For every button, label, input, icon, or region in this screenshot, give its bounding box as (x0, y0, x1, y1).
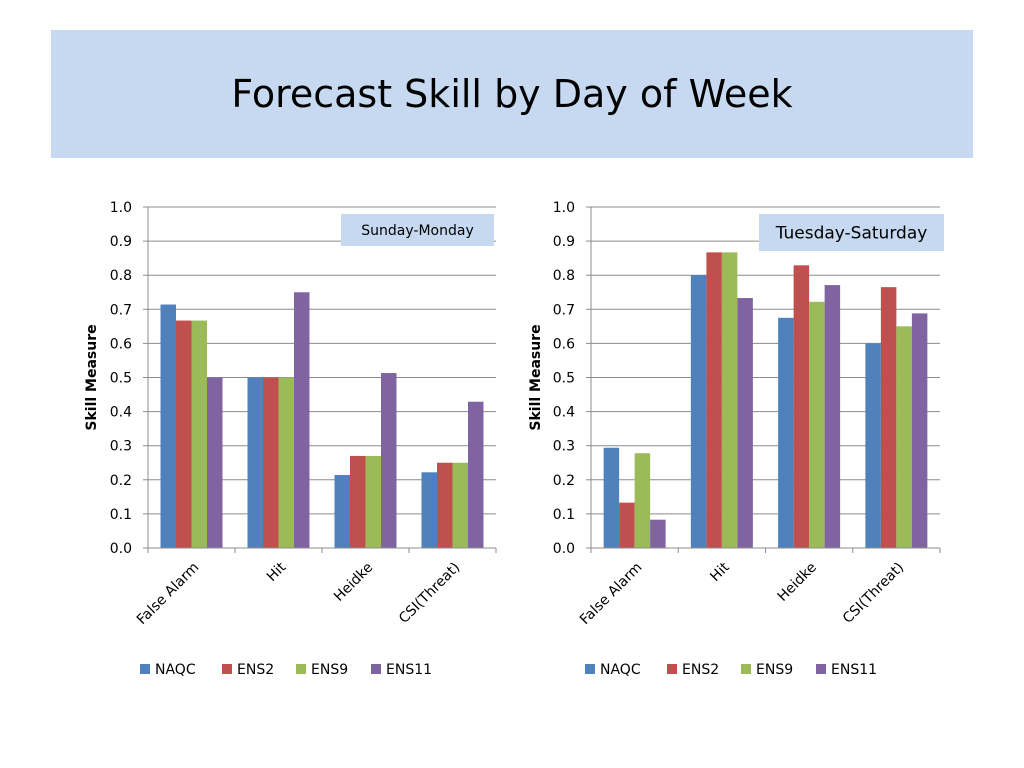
y-tick-label: 0.8 (553, 268, 575, 284)
period-label: Sunday-Monday (361, 223, 473, 239)
bar (809, 301, 825, 548)
bar (334, 475, 350, 548)
bar (247, 377, 263, 548)
y-tick-label: 0.3 (553, 439, 575, 455)
legend-label: ENS11 (831, 662, 877, 678)
bar (263, 377, 279, 548)
bar (381, 373, 397, 548)
y-tick-label: 0.5 (553, 371, 575, 387)
y-tick-label: 0.4 (553, 405, 575, 421)
bar (603, 447, 620, 548)
bar (191, 320, 207, 548)
bar (160, 304, 176, 548)
legend-swatch (222, 664, 232, 674)
y-tick-label: 0.2 (553, 473, 575, 489)
slide-title: Forecast Skill by Day of Week (231, 72, 793, 116)
legend-label: NAQC (600, 662, 641, 678)
bar (911, 313, 928, 548)
bar (437, 462, 453, 548)
y-tick-label: 0.6 (110, 336, 132, 352)
bar (793, 265, 810, 548)
legend-swatch (741, 664, 751, 674)
y-tick-label: 1.0 (110, 200, 132, 216)
y-tick-label: 1.0 (553, 200, 575, 216)
y-axis-label: Skill Measure (528, 324, 544, 430)
bar (207, 377, 223, 548)
bar (865, 343, 881, 548)
period-label-box (341, 214, 494, 246)
x-tick-label: Heidke (775, 560, 820, 605)
y-axis-label: Skill Measure (84, 324, 100, 430)
x-tick-label: False Alarm (577, 560, 645, 628)
legend-label: NAQC (155, 662, 196, 678)
legend-swatch (585, 664, 595, 674)
legend-swatch (667, 664, 677, 674)
bar (468, 401, 484, 548)
bar (896, 326, 912, 548)
period-label: Tuesday-Saturday (775, 224, 928, 244)
bar (880, 287, 897, 548)
legend-swatch (296, 664, 306, 674)
bar (721, 252, 738, 548)
legend-label: ENS2 (237, 662, 274, 678)
y-tick-label: 0.2 (110, 473, 132, 489)
title-band: Forecast Skill by Day of Week (51, 30, 973, 158)
y-tick-label: 0.1 (553, 507, 575, 523)
y-tick-label: 0.5 (110, 371, 132, 387)
y-tick-label: 0.7 (553, 302, 575, 318)
bar (365, 455, 381, 548)
bar (421, 472, 437, 548)
y-tick-label: 0.7 (110, 302, 132, 318)
bar (778, 317, 794, 548)
y-tick-label: 0.4 (110, 405, 132, 421)
y-tick-label: 0.3 (110, 439, 132, 455)
y-tick-label: 0.1 (110, 507, 132, 523)
y-tick-label: 0.9 (553, 234, 575, 250)
y-tick-label: 0.0 (110, 541, 132, 557)
legend-swatch (371, 664, 381, 674)
bar (294, 292, 310, 548)
bar (634, 453, 651, 548)
bar (452, 462, 468, 548)
bar (706, 252, 722, 548)
y-tick-label: 0.6 (553, 336, 575, 352)
legend-label: ENS9 (756, 662, 793, 678)
y-tick-label: 0.8 (110, 268, 132, 284)
bar (176, 320, 192, 548)
bar (650, 519, 666, 548)
bar (737, 298, 753, 548)
x-tick-label: CSI(Threat) (840, 560, 907, 627)
bar (690, 275, 707, 548)
bar (824, 285, 841, 548)
bar (619, 502, 635, 548)
legend-label: ENS2 (682, 662, 719, 678)
legend-label: ENS9 (311, 662, 348, 678)
legend-swatch (140, 664, 150, 674)
period-label-box (759, 214, 944, 251)
y-tick-label: 0.0 (553, 541, 575, 557)
legend-label: ENS11 (386, 662, 432, 678)
x-tick-label: Hit (707, 559, 733, 585)
y-tick-label: 0.9 (110, 234, 132, 250)
legend-swatch (816, 664, 826, 674)
bar (278, 377, 294, 548)
bar (350, 455, 366, 548)
